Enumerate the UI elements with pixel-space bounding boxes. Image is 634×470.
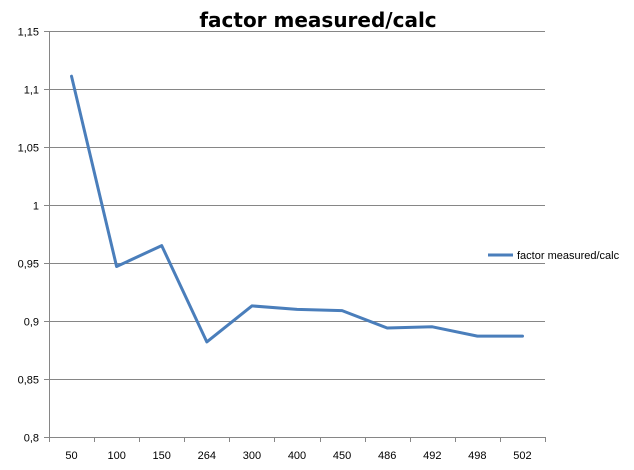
series-lines [70,74,524,344]
x-tick-label: 486 [378,450,396,462]
y-tick-label: 0,8 [24,433,39,445]
x-tick-label: 50 [65,450,77,462]
x-tick-label: 450 [333,450,351,462]
series-line [70,74,524,344]
x-tick-label: 264 [198,450,216,462]
y-tick-label: 0,9 [24,317,39,329]
y-tick-label: 1,05 [18,143,39,155]
x-tick-label: 498 [468,450,486,462]
x-tick-label: 400 [288,450,306,462]
x-tick-label: 300 [243,450,261,462]
chart-title: factor measured/calc [199,8,436,32]
y-tick-label: 1,15 [18,27,39,39]
x-tick-label: 502 [513,450,531,462]
axes [44,31,546,442]
legend: factor measured/calc [488,250,620,262]
x-tick-label: 100 [107,450,125,462]
grid-lines [49,31,545,380]
x-tick-labels: 50 100 150 264 300 400 450 486 492 498 502 [65,450,531,462]
y-tick-label: 1,1 [24,85,39,97]
x-tick-label: 150 [153,450,171,462]
x-tick-label: 492 [423,450,441,462]
y-tick-labels: 0,8 0,85 0,9 0,95 1 1,05 1,1 1,15 [18,27,39,445]
y-tick-label: 0,95 [18,259,39,271]
legend-label: factor measured/calc [517,250,620,262]
y-tick-label: 0,85 [18,375,39,387]
y-tick-label: 1 [33,201,39,213]
